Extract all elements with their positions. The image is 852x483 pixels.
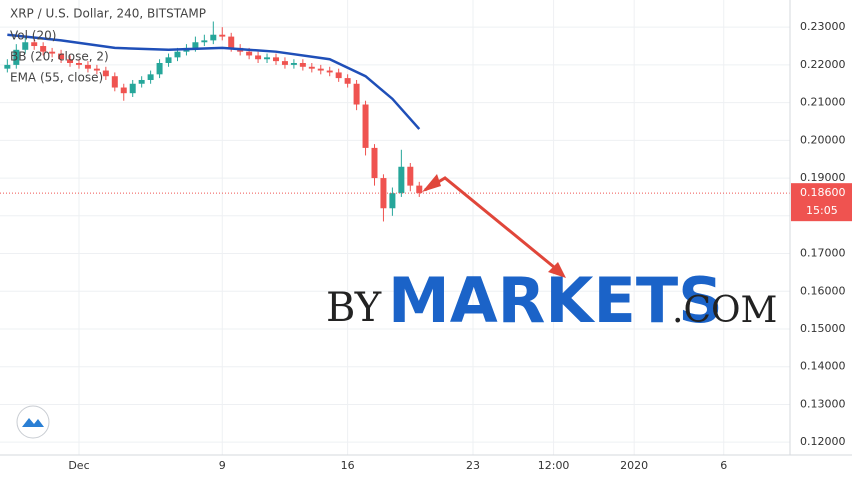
x-tick-label: 9 — [219, 459, 226, 472]
candle-body — [201, 40, 208, 43]
y-tick-label: 0.13000 — [800, 397, 846, 410]
candle-body — [111, 76, 118, 88]
last-price-label: 0.18600 — [800, 186, 846, 199]
candle-body — [353, 83, 360, 105]
candle-body — [389, 193, 396, 209]
candle-body — [147, 74, 154, 80]
candle-body — [102, 70, 109, 77]
y-tick-label: 0.14000 — [800, 360, 846, 373]
legend-symbol: XRP / U.S. Dollar, 240, BITSTAMP — [10, 7, 206, 21]
candle-body — [210, 34, 217, 41]
y-tick-label: 0.20000 — [800, 133, 846, 146]
candle-body — [49, 51, 56, 54]
candle-body — [93, 68, 100, 71]
candle-body — [67, 59, 74, 64]
candle-body — [344, 78, 351, 84]
x-tick-label: 16 — [341, 459, 355, 472]
candle-body — [165, 57, 172, 64]
legend-bb: BB (20, close, 2) — [10, 50, 109, 64]
candle-body — [192, 42, 199, 48]
candle-body — [156, 63, 163, 75]
x-tick-label: Dec — [68, 459, 89, 472]
arrow — [422, 174, 566, 278]
x-tick-label: 12:00 — [538, 459, 570, 472]
candle-body — [58, 53, 65, 60]
candle-body — [317, 68, 324, 71]
arrow-head — [548, 262, 566, 278]
y-tick-label: 0.15000 — [800, 322, 846, 335]
y-tick-label: 0.22000 — [800, 58, 846, 71]
candle-body — [416, 185, 423, 194]
candle-body — [299, 63, 306, 67]
y-tick-label: 0.23000 — [800, 20, 846, 33]
candle-body — [120, 87, 127, 94]
ema-line — [7, 33, 421, 130]
candle-body — [129, 83, 136, 94]
candle-body — [40, 46, 47, 52]
candle-body — [246, 51, 253, 56]
candle-body — [308, 66, 315, 69]
candle-body — [272, 57, 279, 62]
y-tick-label: 0.21000 — [800, 96, 846, 109]
legend-ema: EMA (55, close) — [10, 71, 103, 85]
candle-body — [22, 42, 29, 50]
candle-body — [281, 61, 288, 65]
y-tick-label: 0.12000 — [800, 435, 846, 448]
countdown-label: 15:05 — [806, 204, 838, 217]
candle-body — [335, 72, 342, 79]
x-tick-label: 23 — [466, 459, 480, 472]
candle-body — [362, 104, 369, 148]
watermark-suffix: .COM — [672, 290, 777, 331]
x-tick-label: 2020 — [620, 459, 648, 472]
arrow-head — [422, 174, 441, 192]
last-price-box — [791, 183, 852, 222]
watermark: BY MARKETS .COM — [326, 264, 777, 337]
candle-body — [398, 166, 405, 194]
candle-body — [380, 178, 387, 209]
candle-body — [84, 64, 91, 69]
logo[interactable] — [16, 405, 50, 439]
candle-body — [4, 64, 11, 69]
candle-body — [264, 57, 271, 60]
candle-body — [138, 79, 145, 84]
watermark-main: MARKETS — [388, 264, 723, 337]
candle-body — [174, 51, 181, 58]
logo-icon — [22, 418, 44, 427]
legend: XRP / U.S. Dollar, 240, BITSTAMP Vol (20… — [10, 7, 206, 85]
candle-body — [290, 63, 297, 65]
y-tick-label: 0.16000 — [800, 284, 846, 297]
candle-body — [228, 36, 235, 48]
candle-body — [219, 34, 226, 37]
y-tick-label: 0.19000 — [800, 171, 846, 184]
candle-body — [255, 55, 262, 60]
candle-body — [326, 70, 333, 73]
candle-body — [31, 42, 38, 47]
x-tick-label: 6 — [720, 459, 727, 472]
logo-circle[interactable] — [16, 405, 50, 439]
watermark-prefix: BY — [326, 285, 382, 331]
y-tick-label: 0.17000 — [800, 247, 846, 260]
candle-body — [75, 63, 82, 65]
candle-body — [407, 166, 414, 186]
candle-body — [13, 49, 20, 65]
candle-body — [371, 147, 378, 179]
legend-volume: Vol (20) — [10, 29, 56, 43]
